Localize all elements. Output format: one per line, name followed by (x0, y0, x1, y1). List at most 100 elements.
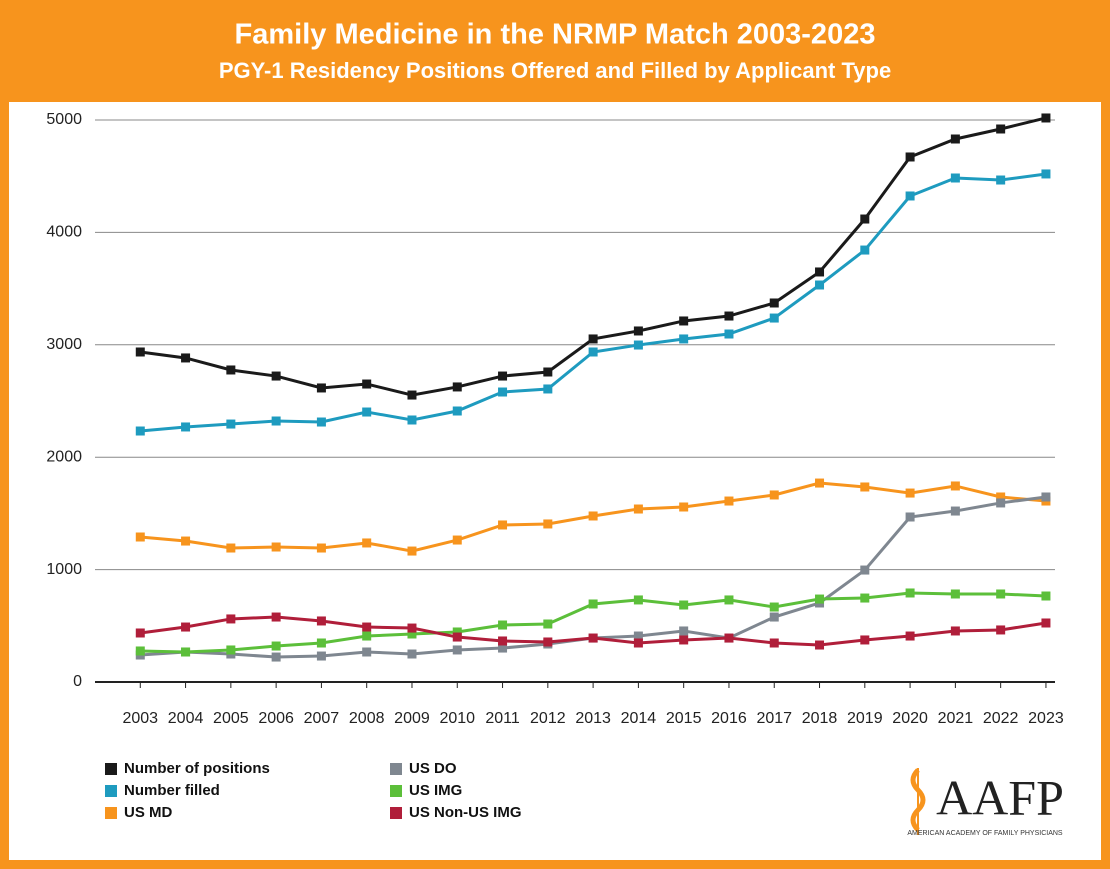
legend-swatch (390, 763, 402, 775)
point-marker (996, 175, 1006, 185)
y-tick-label: 0 (73, 673, 82, 690)
x-tick-label: 2005 (213, 710, 249, 727)
point-marker (226, 614, 236, 624)
point-marker (815, 640, 825, 650)
point-marker (452, 645, 462, 655)
legend-label: US MD (124, 804, 173, 821)
legend-swatch (105, 785, 117, 797)
point-marker (679, 502, 689, 512)
point-marker (271, 612, 281, 622)
logo-name: AAFP (936, 769, 1064, 825)
point-marker (996, 492, 1006, 502)
point-marker (543, 384, 553, 394)
point-marker (498, 387, 508, 397)
point-marker (271, 371, 281, 381)
point-marker (226, 419, 236, 429)
logo-icon (910, 768, 926, 832)
point-marker (633, 595, 643, 605)
point-marker (362, 407, 372, 417)
point-marker (135, 532, 145, 542)
x-tick-label: 2014 (621, 710, 657, 727)
point-marker (950, 589, 960, 599)
legend-label: Number of positions (124, 760, 270, 777)
point-marker (362, 622, 372, 632)
point-marker (452, 406, 462, 416)
x-tick-label: 2022 (983, 710, 1019, 727)
x-tick-label: 2008 (349, 710, 385, 727)
x-tick-label: 2012 (530, 710, 566, 727)
point-marker (724, 633, 734, 643)
point-marker (1041, 591, 1051, 601)
x-tick-label: 2016 (711, 710, 747, 727)
point-marker (950, 506, 960, 516)
point-marker (362, 538, 372, 548)
point-marker (588, 599, 598, 609)
x-tick-label: 2020 (892, 710, 928, 727)
point-marker (1041, 492, 1051, 502)
point-marker (1041, 618, 1051, 628)
point-marker (996, 589, 1006, 599)
y-tick-label: 2000 (46, 448, 82, 465)
x-tick-label: 2009 (394, 710, 430, 727)
point-marker (316, 543, 326, 553)
point-marker (1041, 113, 1051, 123)
point-marker (769, 490, 779, 500)
x-tick-label: 2021 (938, 710, 974, 727)
point-marker (815, 280, 825, 290)
point-marker (679, 334, 689, 344)
point-marker (498, 643, 508, 653)
point-marker (316, 383, 326, 393)
legend-label: US IMG (409, 782, 462, 799)
point-marker (905, 191, 915, 201)
point-marker (815, 478, 825, 488)
point-marker (407, 623, 417, 633)
point-marker (724, 595, 734, 605)
point-marker (679, 626, 689, 636)
point-marker (588, 511, 598, 521)
point-marker (633, 631, 643, 641)
point-marker (633, 638, 643, 648)
point-marker (316, 417, 326, 427)
point-marker (135, 646, 145, 656)
logo: AAFP AMERICAN ACADEMY OF FAMILY PHYSICIA… (907, 768, 1064, 837)
point-marker (769, 313, 779, 323)
point-marker (543, 367, 553, 377)
x-tick-label: 2023 (1028, 710, 1064, 727)
x-tick-label: 2011 (485, 710, 520, 727)
point-marker (633, 326, 643, 336)
y-tick-label: 1000 (46, 561, 82, 578)
point-marker (724, 496, 734, 506)
point-marker (452, 632, 462, 642)
legend-swatch (105, 763, 117, 775)
point-marker (633, 340, 643, 350)
legend-swatch (105, 807, 117, 819)
chart-panel (9, 102, 1101, 860)
x-tick-label: 2004 (168, 710, 204, 727)
point-marker (135, 628, 145, 638)
x-tick-label: 2019 (847, 710, 883, 727)
point-marker (950, 173, 960, 183)
point-marker (815, 594, 825, 604)
point-marker (452, 382, 462, 392)
point-marker (679, 316, 689, 326)
point-marker (724, 329, 734, 339)
logo-tagline: AMERICAN ACADEMY OF FAMILY PHYSICIANS (907, 830, 1063, 837)
point-marker (905, 488, 915, 498)
point-marker (407, 390, 417, 400)
point-marker (543, 519, 553, 529)
point-marker (543, 637, 553, 647)
point-marker (950, 481, 960, 491)
legend-swatch (390, 807, 402, 819)
point-marker (769, 298, 779, 308)
point-marker (679, 635, 689, 645)
point-marker (407, 546, 417, 556)
point-marker (905, 152, 915, 162)
point-marker (452, 627, 462, 637)
legend-label: Number filled (124, 782, 220, 799)
y-tick-label: 3000 (46, 336, 82, 353)
point-marker (498, 371, 508, 381)
point-marker (181, 647, 191, 657)
point-marker (362, 647, 372, 657)
point-marker (362, 379, 372, 389)
x-tick-label: 2010 (439, 710, 475, 727)
